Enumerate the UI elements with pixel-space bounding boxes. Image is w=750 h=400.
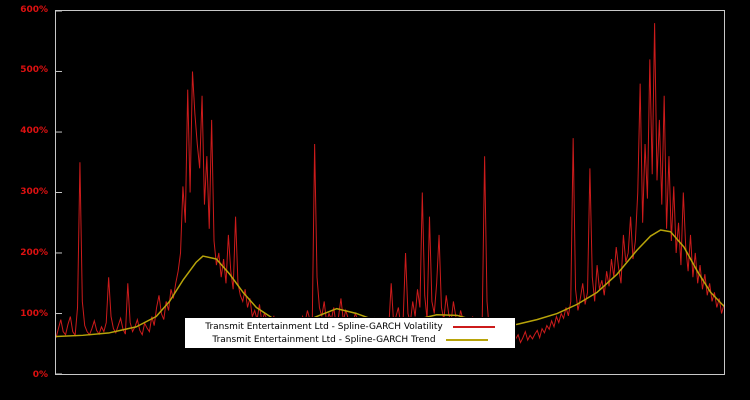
legend-item-trend: Transmit Entertainment Ltd - Spline-GARC… — [189, 333, 511, 346]
legend-line-sample-volatility — [452, 325, 495, 328]
plot-area: Transmit Entertainment Ltd - Spline-GARC… — [55, 10, 725, 375]
legend-line-sample-trend — [445, 338, 488, 341]
y-tick-label: 0% — [32, 369, 48, 380]
legend: Transmit Entertainment Ltd - Spline-GARC… — [184, 317, 516, 349]
legend-item-volatility: Transmit Entertainment Ltd - Spline-GARC… — [189, 320, 511, 333]
y-tick-label: 600% — [20, 4, 48, 15]
legend-label-volatility: Transmit Entertainment Ltd - Spline-GARC… — [205, 321, 443, 332]
y-tick-label: 100% — [20, 308, 48, 319]
legend-label-trend: Transmit Entertainment Ltd - Spline-GARC… — [212, 334, 436, 345]
y-tick-label: 200% — [20, 247, 48, 258]
y-tick-label: 300% — [20, 187, 48, 197]
volatility-series-line — [56, 23, 724, 345]
y-tick-label: 500% — [20, 65, 48, 76]
y-tick-label: 400% — [20, 126, 48, 137]
